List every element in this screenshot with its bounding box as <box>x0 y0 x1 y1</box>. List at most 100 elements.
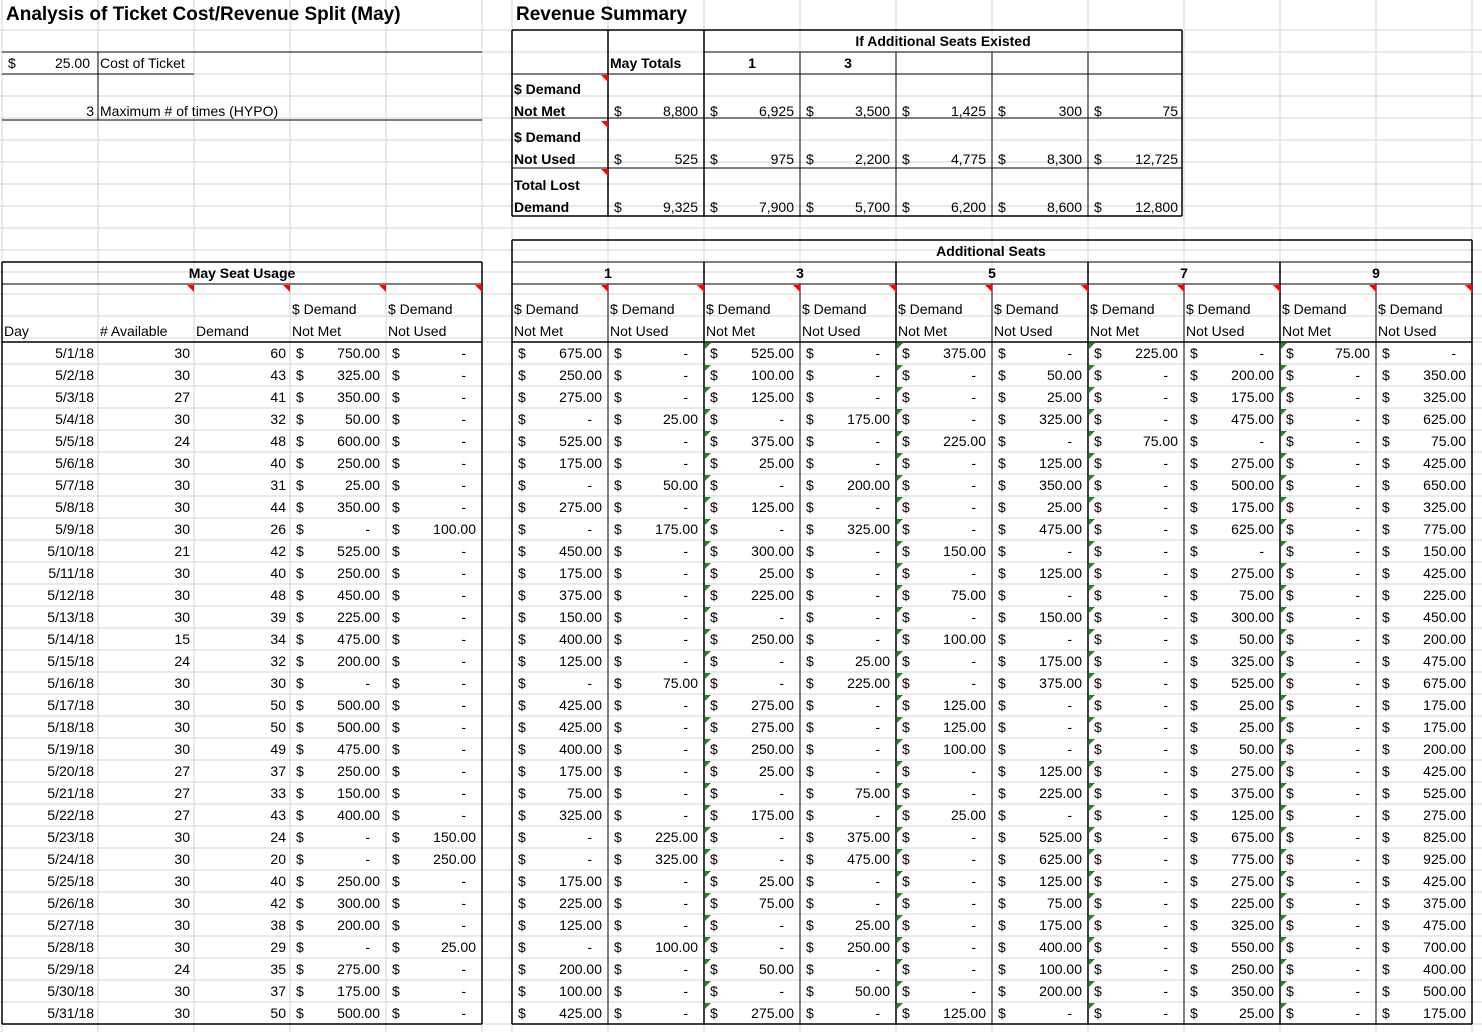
cell-value: 375.00 <box>1231 785 1274 801</box>
currency-symbol: $ <box>1286 389 1294 405</box>
currency-symbol: $ <box>392 829 400 845</box>
currency-symbol: $ <box>1094 675 1102 691</box>
comment-indicator-icon[interactable] <box>601 121 608 128</box>
cell-value: 400.00 <box>1423 961 1466 977</box>
currency-symbol: $ <box>806 151 814 167</box>
currency-symbol: $ <box>614 565 622 581</box>
error-indicator-icon <box>1089 981 1095 987</box>
cell-day: 5/23/18 <box>47 829 94 845</box>
cell-day: 5/13/18 <box>47 609 94 625</box>
cell-value: - <box>587 851 592 867</box>
cell-value: - <box>971 565 976 581</box>
comment-indicator-icon[interactable] <box>1177 285 1184 292</box>
column-header-not-used: $ Demand <box>994 301 1059 317</box>
ticket-cost-value[interactable]: 25.00 <box>54 55 90 71</box>
comment-indicator-icon[interactable] <box>601 169 608 176</box>
error-indicator-icon <box>897 937 903 943</box>
currency-symbol: $ <box>806 741 814 757</box>
currency-symbol: $ <box>614 653 622 669</box>
cell-value: 25.00 <box>1046 389 1082 405</box>
column-header-not-met: $ Demand <box>514 301 579 317</box>
currency-symbol: $ <box>614 1005 622 1021</box>
cell-value: 275.00 <box>559 389 602 405</box>
cell-value: 775.00 <box>1423 521 1466 537</box>
comment-indicator-icon[interactable] <box>187 285 194 292</box>
comment-indicator-icon[interactable] <box>985 285 992 292</box>
cell-demand: 26 <box>270 521 286 537</box>
error-indicator-icon <box>705 739 711 745</box>
cell-value: - <box>779 675 784 691</box>
currency-symbol: $ <box>392 873 400 889</box>
currency-symbol: $ <box>806 653 814 669</box>
cell-value: - <box>1163 477 1168 493</box>
currency-symbol: $ <box>614 807 622 823</box>
currency-symbol: $ <box>1094 851 1102 867</box>
cell-value: 75.00 <box>1334 345 1370 361</box>
cell-value: - <box>1259 543 1264 559</box>
error-indicator-icon <box>1089 585 1095 591</box>
currency-symbol: $ <box>1094 455 1102 471</box>
column-header-not-met: Not Met <box>1090 323 1140 339</box>
currency-symbol: $ <box>710 455 718 471</box>
cell-value: - <box>683 543 688 559</box>
cell-value: 225.00 <box>559 895 602 911</box>
comment-indicator-icon[interactable] <box>283 285 290 292</box>
comment-indicator-icon[interactable] <box>1273 285 1280 292</box>
cell-value: - <box>1451 345 1456 361</box>
currency-symbol: $ <box>1382 697 1390 713</box>
error-indicator-icon <box>1089 739 1095 745</box>
cell-value: - <box>1355 895 1360 911</box>
currency-symbol: $ <box>1286 477 1294 493</box>
error-indicator-icon <box>705 497 711 503</box>
cell-demand: 34 <box>270 631 286 647</box>
cell-value: 175.00 <box>337 983 380 999</box>
currency-symbol: $ <box>710 609 718 625</box>
comment-indicator-icon[interactable] <box>889 285 896 292</box>
cell-demand: 41 <box>270 389 286 405</box>
column-header-day: Day <box>4 323 29 339</box>
currency-symbol: $ <box>296 961 304 977</box>
cell-value: - <box>1355 675 1360 691</box>
cell-demand: 50 <box>270 719 286 735</box>
comment-indicator-icon[interactable] <box>1081 285 1088 292</box>
comment-indicator-icon[interactable] <box>697 285 704 292</box>
error-indicator-icon <box>1089 673 1095 679</box>
currency-symbol: $ <box>1190 873 1198 889</box>
error-indicator-icon <box>897 497 903 503</box>
comment-indicator-icon[interactable] <box>601 75 608 82</box>
cell-value: - <box>1163 499 1168 515</box>
currency-symbol: $ <box>518 367 526 383</box>
currency-symbol: $ <box>806 543 814 559</box>
cell-value: - <box>461 389 466 405</box>
cell-value: 525.00 <box>559 433 602 449</box>
cell-available: 30 <box>174 851 190 867</box>
comment-indicator-icon[interactable] <box>793 285 800 292</box>
error-indicator-icon <box>1281 673 1287 679</box>
cell-value: 325.00 <box>1231 653 1274 669</box>
cell-day: 5/15/18 <box>47 653 94 669</box>
currency-symbol: $ <box>1094 895 1102 911</box>
currency-symbol: $ <box>1094 587 1102 603</box>
comment-indicator-icon[interactable] <box>601 285 608 292</box>
currency-symbol: $ <box>296 609 304 625</box>
currency-symbol: $ <box>710 829 718 845</box>
column-header-not-used: $ Demand <box>388 301 453 317</box>
cell-day: 5/27/18 <box>47 917 94 933</box>
max-times-value[interactable]: 3 <box>86 103 94 119</box>
column-header-not-used: $ Demand <box>802 301 867 317</box>
comment-indicator-icon[interactable] <box>379 285 386 292</box>
comment-indicator-icon[interactable] <box>475 285 482 292</box>
cell-value: 50.00 <box>662 477 698 493</box>
cell-value: - <box>875 455 880 471</box>
error-indicator-icon <box>1281 475 1287 481</box>
currency-symbol: $ <box>296 851 304 867</box>
currency-symbol: $ <box>806 697 814 713</box>
cell-value: 150.00 <box>337 785 380 801</box>
error-indicator-icon <box>705 981 711 987</box>
cell-demand: 43 <box>270 807 286 823</box>
cell-value: 200.00 <box>1039 983 1082 999</box>
comment-indicator-icon[interactable] <box>1369 285 1376 292</box>
cell-value: 275.00 <box>1231 763 1274 779</box>
comment-indicator-icon[interactable] <box>1465 285 1472 292</box>
